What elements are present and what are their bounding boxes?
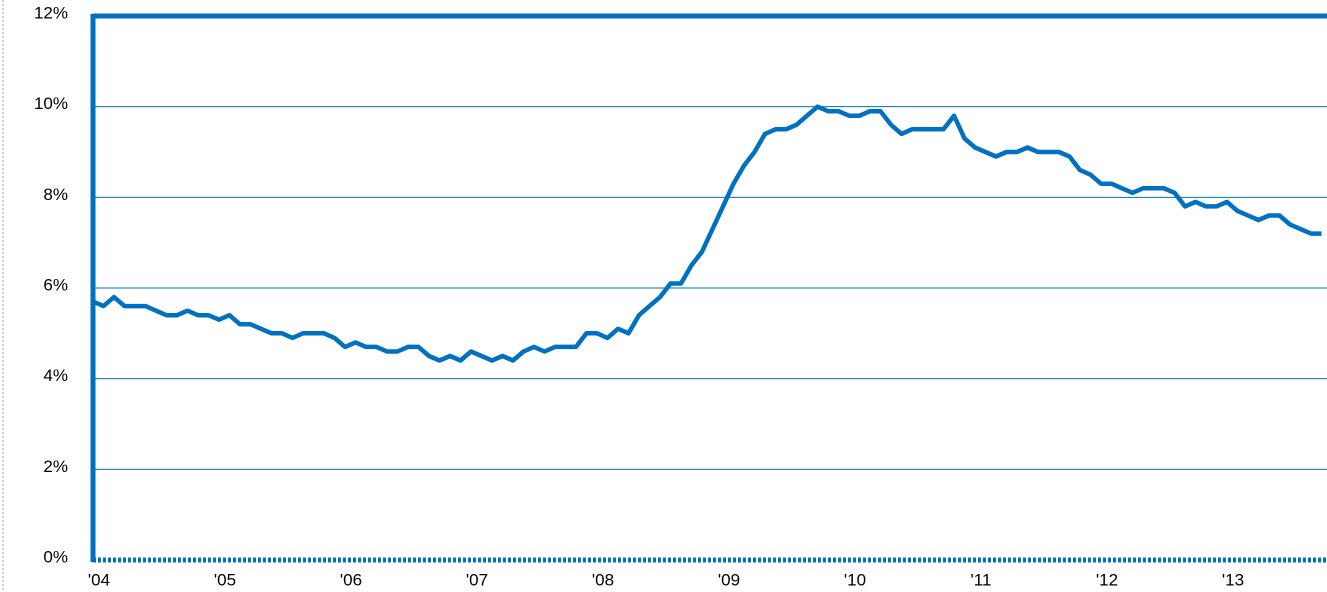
x-tick-label: '11 — [971, 570, 992, 589]
y-tick-label: 8% — [43, 185, 68, 204]
x-tick-label: '09 — [718, 570, 740, 589]
x-tick-label: '08 — [592, 570, 614, 589]
x-tick-label: '10 — [844, 570, 866, 589]
x-tick-label: '07 — [466, 570, 488, 589]
x-tick-label: '06 — [340, 570, 362, 589]
x-tick-label: '13 — [1222, 570, 1244, 589]
x-tick-label: '05 — [214, 570, 236, 589]
y-tick-label: 6% — [43, 275, 68, 294]
y-tick-label: 12% — [34, 3, 68, 22]
x-tick-label: '04 — [88, 570, 110, 589]
x-tick-label: '12 — [1096, 570, 1118, 589]
series-line — [92, 104, 1322, 363]
y-tick-label: 2% — [43, 457, 68, 476]
y-tick-label: 0% — [43, 547, 68, 566]
y-tick-label: 4% — [43, 366, 68, 385]
y-tick-label: 10% — [34, 94, 68, 113]
